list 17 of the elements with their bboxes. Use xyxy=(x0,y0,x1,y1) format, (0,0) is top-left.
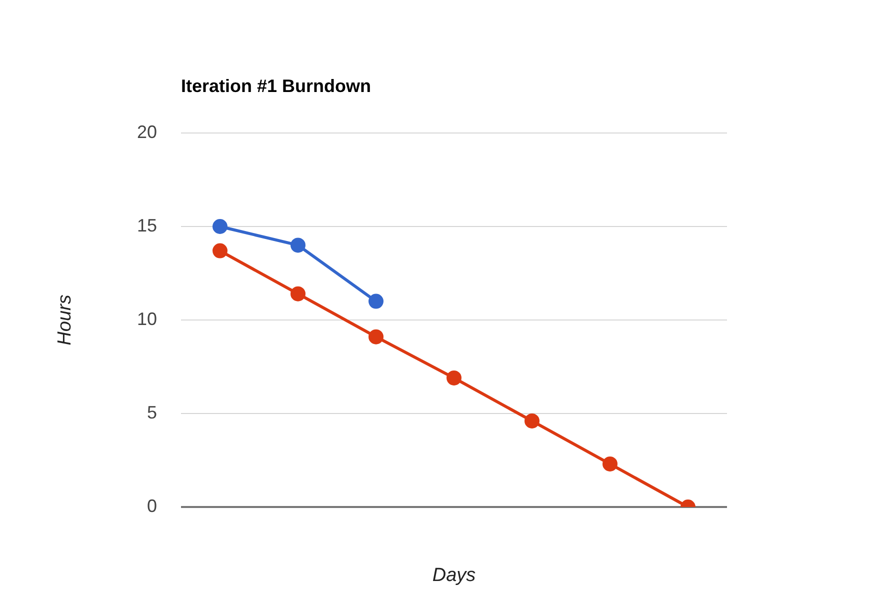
y-tick-label: 10 xyxy=(136,308,157,329)
point xyxy=(524,413,540,428)
chart-title: Iteration #1 Burndown xyxy=(181,76,372,96)
point xyxy=(290,286,306,302)
y-tick-label: 15 xyxy=(136,215,157,236)
y-tick-label: 0 xyxy=(146,496,157,516)
point xyxy=(368,329,384,344)
point xyxy=(446,370,462,386)
point xyxy=(212,219,228,234)
x-axis-title: Days xyxy=(432,564,476,586)
y-tick-label: 20 xyxy=(136,122,157,142)
point xyxy=(290,238,306,253)
y-axis-title: Hours xyxy=(54,294,76,346)
point xyxy=(368,294,384,309)
y-tick-label: 5 xyxy=(146,402,157,422)
point xyxy=(602,456,618,472)
point xyxy=(212,243,228,258)
